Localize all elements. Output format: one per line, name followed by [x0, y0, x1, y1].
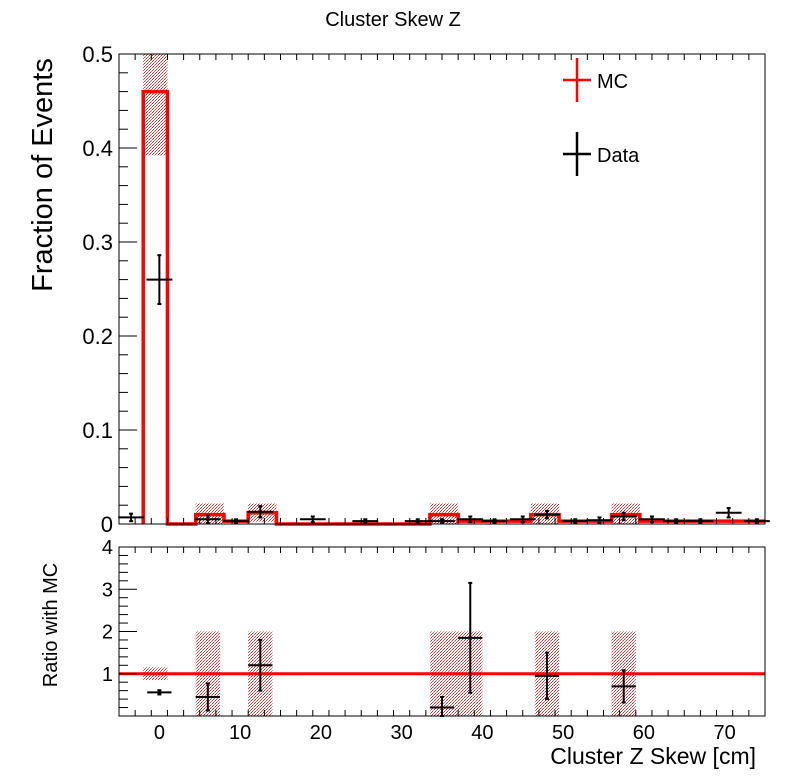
- data-point: [146, 254, 173, 306]
- ratio-point: [611, 669, 636, 704]
- plot-frame: [118, 53, 766, 525]
- y-tick-label: 0.5: [82, 42, 113, 67]
- legend: MC Data: [563, 58, 640, 176]
- mc-histogram-line: [141, 89, 765, 526]
- ratio-y-axis-label: Ratio with MC: [40, 563, 62, 687]
- data-point: [562, 518, 589, 525]
- legend-item-mc: MC: [563, 58, 628, 102]
- data-point: [247, 505, 274, 519]
- ratio-point: [195, 682, 220, 712]
- x-tick-label: 50: [552, 722, 574, 744]
- data-point: [118, 512, 145, 523]
- data-point: [744, 518, 770, 525]
- data-point: [223, 518, 250, 525]
- y-tick-label: 0.1: [82, 418, 113, 443]
- x-tick-label: 0: [154, 722, 165, 744]
- ratio-point: [458, 581, 483, 694]
- ratio-point: [147, 689, 172, 696]
- x-tick-label: 10: [229, 722, 251, 744]
- mc-error-bands: [143, 54, 640, 524]
- data-point: [194, 514, 221, 525]
- y-tick-label: 0: [101, 512, 113, 537]
- legend-item-data: Data: [563, 132, 640, 176]
- mc-histogram: [141, 89, 765, 526]
- x-tick-label: 70: [714, 722, 736, 744]
- y-axis-label: Fraction of Events: [27, 58, 59, 292]
- data-point: [352, 518, 379, 525]
- ratio-point: [534, 651, 560, 701]
- data-points: [118, 254, 770, 525]
- x-tick-label: 40: [471, 722, 493, 744]
- legend-data-label: Data: [597, 145, 640, 167]
- y-tick-label: 0.3: [82, 230, 113, 255]
- legend-mc-label: MC: [597, 71, 628, 93]
- data-point: [481, 518, 508, 525]
- data-point: [534, 509, 560, 520]
- x-axis-label: Cluster Z Skew [cm]: [550, 743, 756, 769]
- ratio-point: [248, 638, 273, 692]
- y-tick-label: 4: [102, 537, 113, 559]
- chart-title: Cluster Skew Z: [325, 9, 461, 31]
- y-tick-label: 0.4: [82, 136, 113, 161]
- x-tick-label: 60: [633, 722, 655, 744]
- y-tick-label: 2: [102, 622, 113, 644]
- y-tick-label: 0.2: [82, 324, 113, 349]
- top-axes: 0 0.1 0.2 0.3 0.4 0.5: [82, 42, 766, 537]
- mc-error-band: [143, 54, 168, 156]
- x-tick-label: 30: [391, 722, 413, 744]
- data-point: [663, 518, 690, 525]
- data-point: [457, 515, 484, 524]
- data-point: [715, 507, 742, 519]
- y-tick-label: 3: [102, 579, 113, 601]
- data-point: [404, 518, 431, 525]
- x-tick-label: 20: [310, 722, 332, 744]
- ratio-points: [147, 581, 636, 717]
- y-tick-label: 1: [102, 664, 113, 686]
- data-point: [610, 511, 637, 522]
- data-point: [586, 516, 613, 525]
